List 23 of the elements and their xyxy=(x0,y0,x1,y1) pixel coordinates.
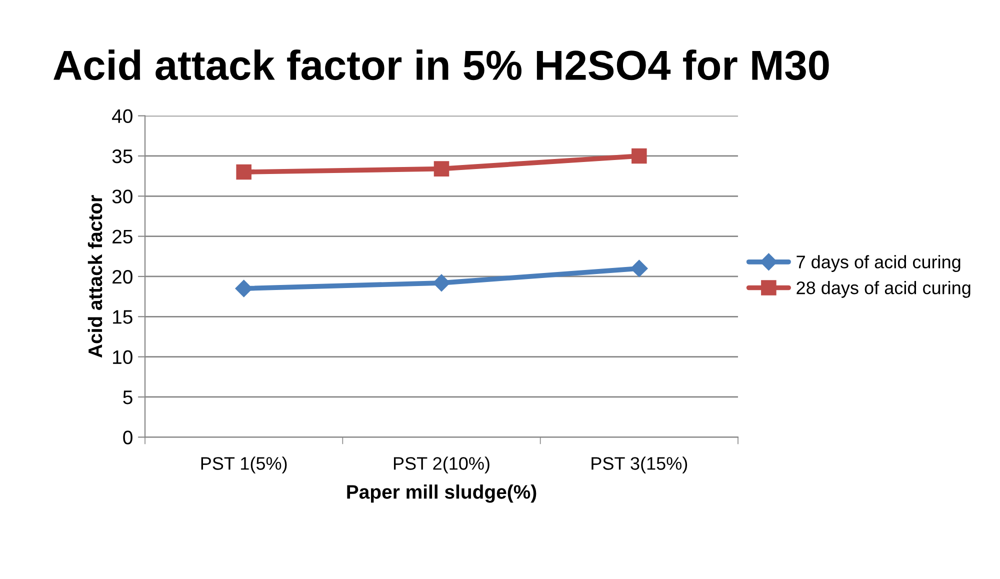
point xyxy=(432,274,450,292)
legend-label: 7 days of acid curing xyxy=(796,255,960,272)
y-tick-label: 20 xyxy=(112,270,132,284)
y-tick-label: 35 xyxy=(112,149,132,164)
x-axis-title: Paper mill sludge(%) xyxy=(347,484,536,503)
point xyxy=(434,161,450,176)
y-axis-title: Acid attack factor xyxy=(88,195,102,358)
point xyxy=(632,148,647,164)
y-tick-label: 15 xyxy=(113,310,132,324)
y-tick-label: 40 xyxy=(112,109,132,124)
point xyxy=(235,280,252,298)
y-tick-label: 5 xyxy=(123,390,132,404)
y-tick-label: 30 xyxy=(112,190,132,204)
x-tick-label: PST 2(10%) xyxy=(394,456,490,474)
y-tick-label: 0 xyxy=(123,430,132,444)
chart-title: Acid attack factor in 5% H2SO4 for M30 xyxy=(54,49,829,80)
y-tick-label: 25 xyxy=(112,230,132,244)
y-tick-label: 10 xyxy=(113,350,132,364)
x-tick-label: PST 3(15%) xyxy=(592,456,688,474)
legend-label: 28 days of acid curing xyxy=(796,280,970,298)
x-tick-label: PST 1(5%) xyxy=(201,456,287,474)
point xyxy=(630,260,648,277)
point xyxy=(236,164,252,180)
